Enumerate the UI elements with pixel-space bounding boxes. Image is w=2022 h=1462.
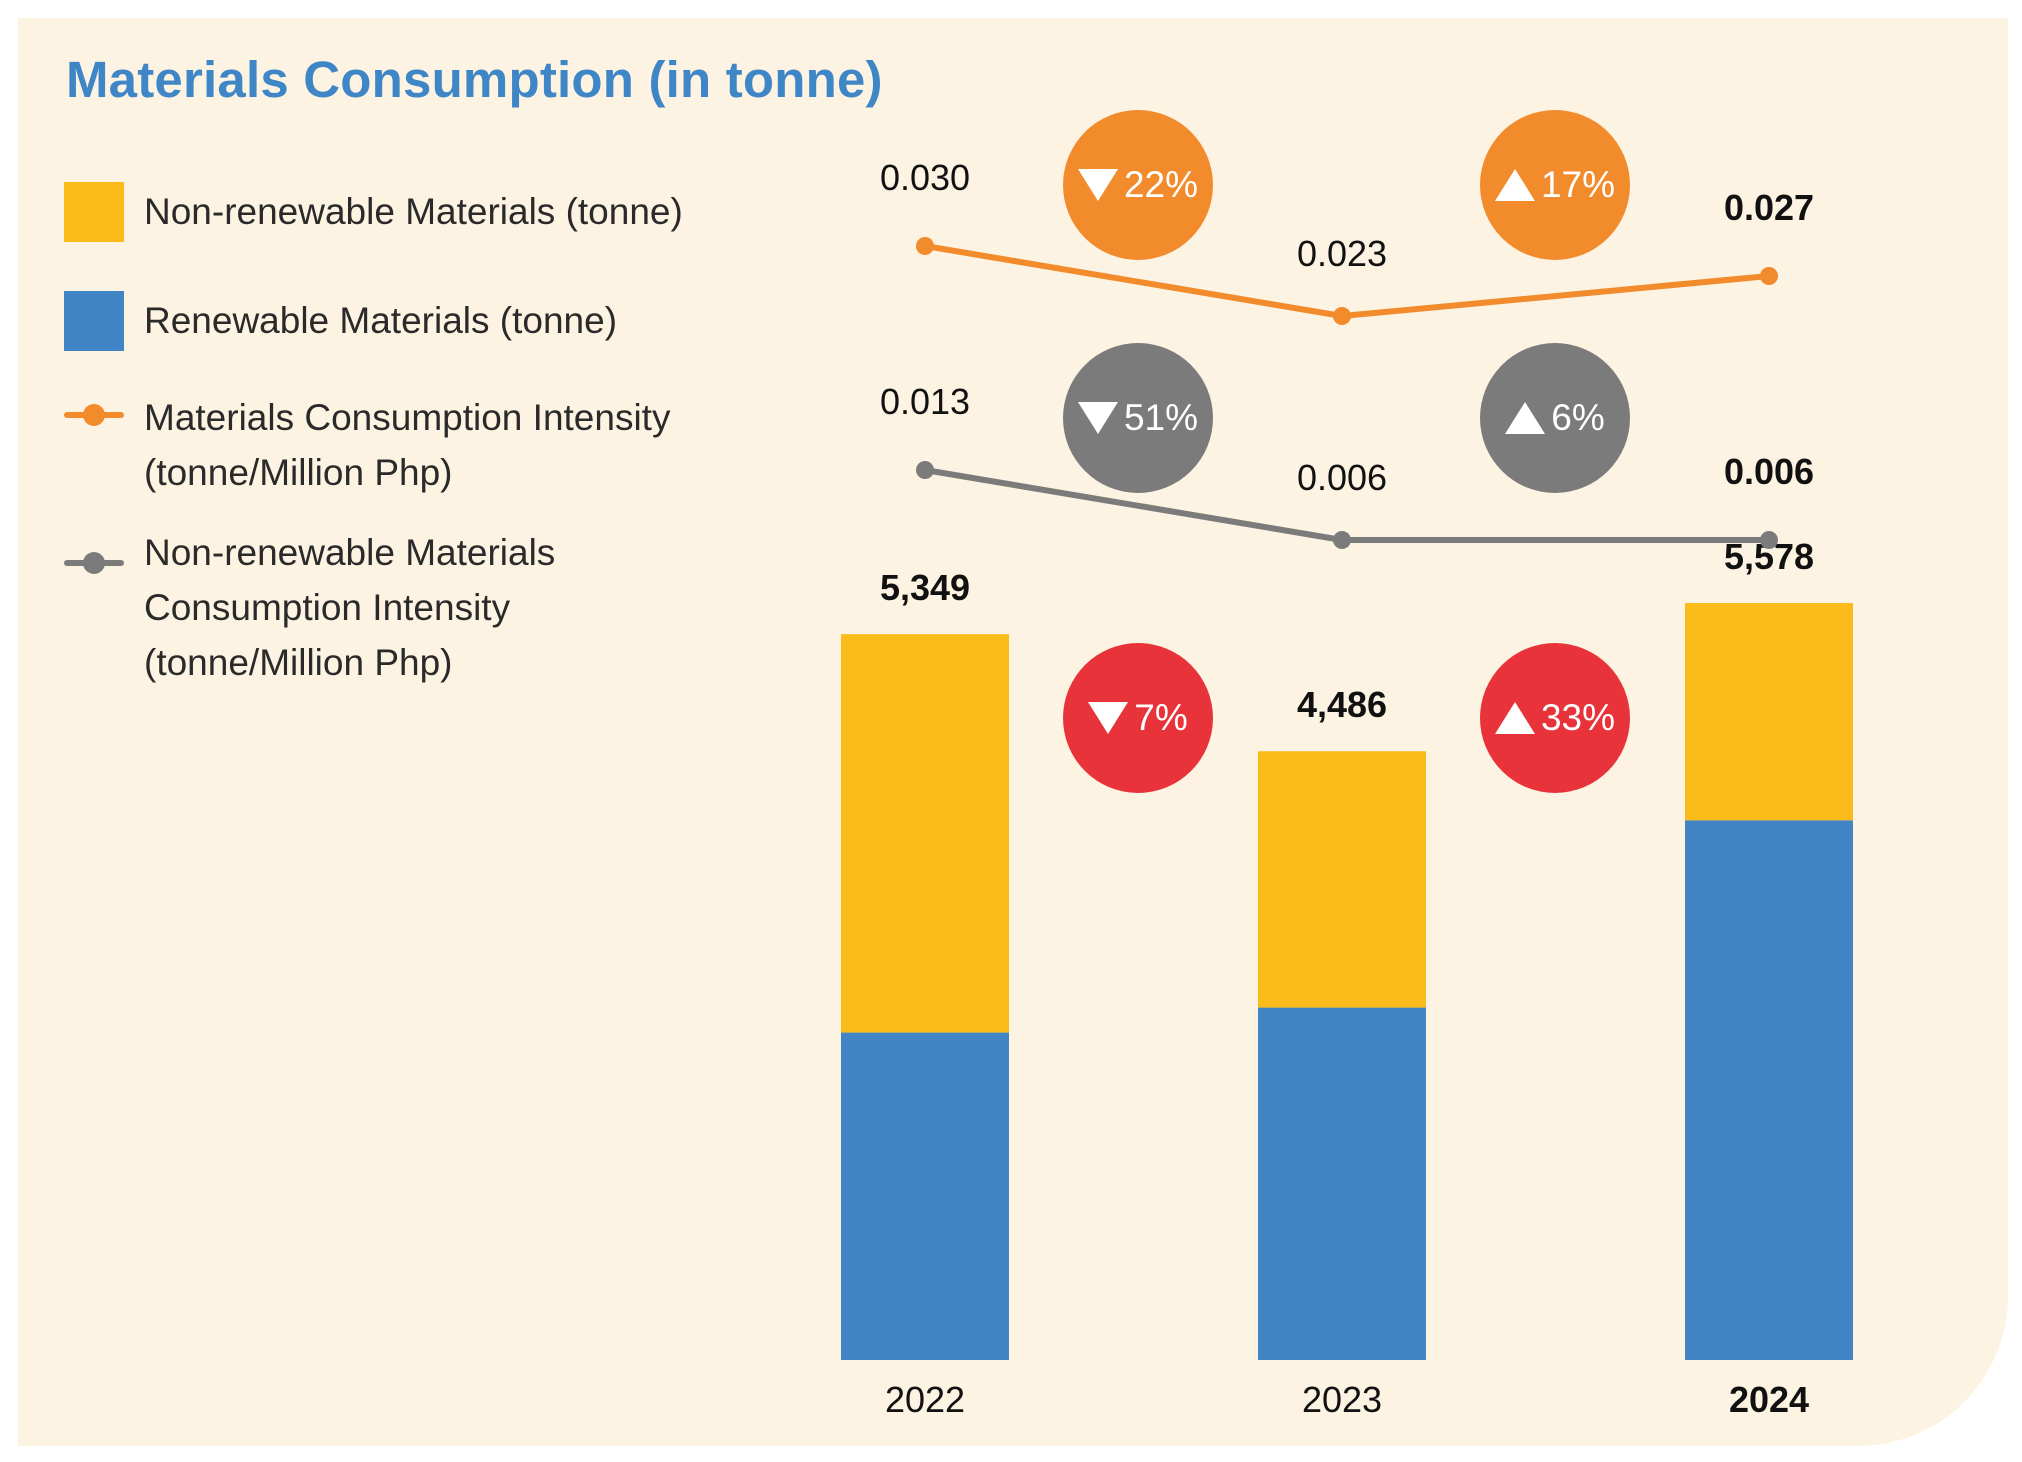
triangle-down-icon: [1088, 702, 1129, 734]
x-tick-label-2024: 2024: [1729, 1379, 1809, 1420]
legend-label-nr-intensity-line1: Non-renewable Materials: [144, 532, 556, 573]
line-point-nr-intensity-2024: [1760, 531, 1778, 549]
legend-label-nr-intensity: Non-renewable Materials Consumption Inte…: [144, 525, 555, 690]
legend-label-renewable: Renewable Materials (tonne): [144, 300, 618, 341]
change-badge-up: 33%: [1480, 643, 1630, 793]
legend-label-intensity-line2: (tonne/Million Php): [144, 452, 453, 493]
legend-swatch-renewable: [64, 291, 124, 351]
x-tick-label-2023: 2023: [1302, 1379, 1382, 1420]
triangle-up-icon: [1505, 402, 1546, 434]
change-badge-up: 17%: [1480, 110, 1630, 260]
change-badge-value: 6%: [1551, 397, 1605, 438]
legend-label-intensity-line1: Materials Consumption Intensity: [144, 397, 671, 438]
legend-dot-nr-intensity: [83, 552, 105, 574]
legend-label-nr-intensity-line2: Consumption Intensity: [144, 587, 511, 628]
bar-renewable-2024: [1685, 820, 1853, 1360]
line-label-nr-intensity-2024: 0.006: [1724, 451, 1814, 492]
legend-label-nr-intensity-line3: (tonne/Million Php): [144, 642, 453, 683]
chart-panel: [18, 18, 2008, 1446]
triangle-up-icon: [1494, 169, 1535, 201]
bar-total-label-2023: 4,486: [1297, 684, 1387, 725]
line-point-nr-intensity-2023: [1333, 531, 1351, 549]
change-badge-down: 22%: [1063, 110, 1213, 260]
triangle-up-icon: [1494, 702, 1535, 734]
line-point-intensity-2022: [916, 237, 934, 255]
line-point-nr-intensity-2022: [916, 461, 934, 479]
change-badge-value: 33%: [1540, 697, 1616, 738]
chart-title: Materials Consumption (in tonne): [66, 51, 883, 108]
bar-total-label-2022: 5,349: [880, 567, 970, 608]
change-badge-value: 51%: [1123, 397, 1199, 438]
line-label-intensity-2022: 0.030: [880, 157, 970, 198]
legend-label-intensity: Materials Consumption Intensity (tonne/M…: [144, 390, 670, 500]
change-badge-down: 7%: [1063, 643, 1213, 793]
legend-label-non-renewable: Non-renewable Materials (tonne): [144, 191, 683, 232]
bar-renewable-2022: [841, 1032, 1009, 1360]
bar-non-renewable-2024: [1685, 603, 1853, 821]
triangle-down-icon: [1077, 402, 1118, 434]
bar-non-renewable-2023: [1258, 751, 1426, 1008]
bar-renewable-2023: [1258, 1007, 1426, 1360]
triangle-down-icon: [1077, 169, 1118, 201]
legend-swatch-non-renewable: [64, 182, 124, 242]
line-label-intensity-2023: 0.023: [1297, 233, 1387, 274]
line-point-intensity-2023: [1333, 307, 1351, 325]
change-badge-value: 22%: [1123, 164, 1199, 205]
change-badge-value: 17%: [1540, 164, 1616, 205]
x-tick-label-2022: 2022: [885, 1379, 965, 1420]
change-badge-down: 51%: [1063, 343, 1213, 493]
change-badge-up: 6%: [1480, 343, 1630, 493]
line-label-nr-intensity-2023: 0.006: [1297, 457, 1387, 498]
line-label-intensity-2024: 0.027: [1724, 187, 1814, 228]
change-badge-value: 7%: [1134, 697, 1188, 738]
bar-non-renewable-2022: [841, 634, 1009, 1033]
legend-dot-intensity: [83, 404, 105, 426]
line-label-nr-intensity-2022: 0.013: [880, 381, 970, 422]
line-point-intensity-2024: [1760, 267, 1778, 285]
